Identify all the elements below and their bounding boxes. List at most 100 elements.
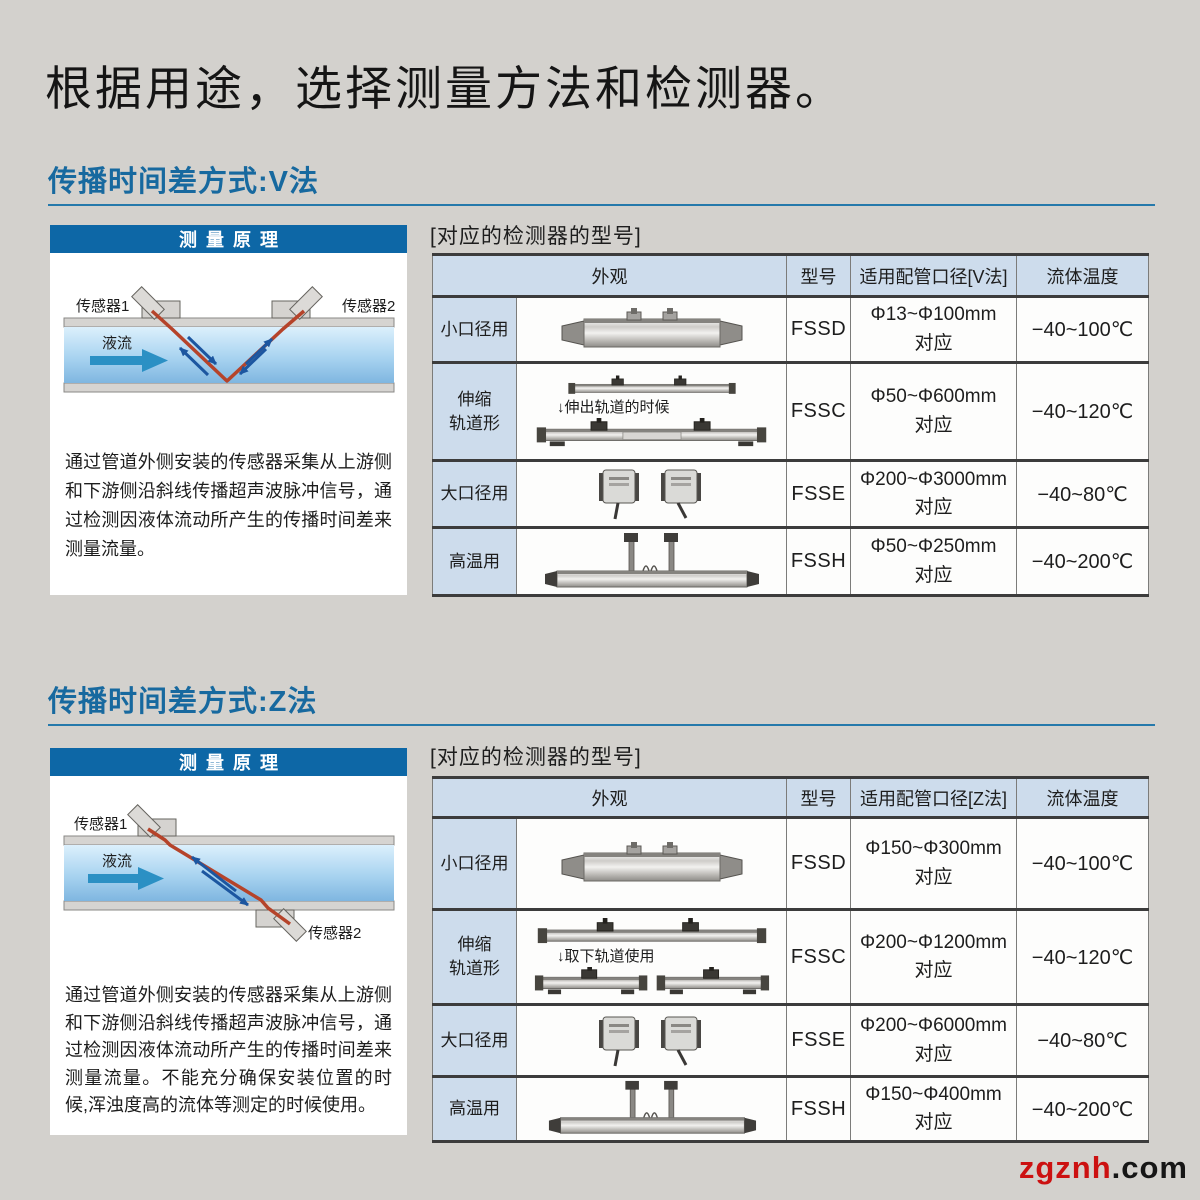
section-heading-z: 传播时间差方式:Z法 [48,686,318,718]
table-header-row: 外观 型号 适用配管口径[Z法] 流体温度 [432,776,1149,819]
principle-diagram-v: 传感器1 传感器2 液流 [63,286,395,393]
signal-arrows [191,855,249,907]
flow-arrow-icon [88,867,164,890]
watermark-red-text: zgznh [1018,1150,1112,1185]
model-cell: FSSD [786,295,851,364]
principle-description: 通过管道外侧安装的传感器采集从上游侧和下游侧沿斜线传播超声波脉冲信号，通过检测因… [65,452,392,559]
measurement-principle-panel-v: 测量原理 [50,225,407,595]
category-cell: 大口径用 [432,1003,517,1078]
fssc-rail-image [527,918,777,944]
detector-table-title-z: [对应的检测器的型号] [430,746,642,769]
flow-label: 液流 [102,853,132,870]
sensor1-icon [127,804,177,838]
detector-table-z: 外观 型号 适用配管口径[Z法] 流体温度 小口径用 FSSD Φ150~Φ30… [432,776,1149,1143]
diameter-cell: Φ13~Φ100mm 对应 [850,295,1017,364]
principle-description: 通过管道外侧安装的传感器采集从上游侧和下游侧沿斜线传播超声波脉冲信号，通过检测因… [65,985,392,1115]
appearance-cell [516,1003,787,1078]
fssd-detector-image [552,842,752,886]
model-cell: FSSC [786,908,851,1006]
temperature-cell: −40~200℃ [1016,526,1149,597]
appearance-cell: ↓伸出轨道的时候 [516,361,787,462]
fssc-rail-removed-image [527,967,777,997]
sensor1-label: 传感器1 [74,816,127,833]
page-title: 根据用途，选择测量方法和检测器。 [45,64,845,116]
diameter-cell: Φ50~Φ600mm 对应 [850,361,1017,462]
appearance-cell [516,459,787,529]
heading-rule-v [48,204,1155,206]
signal-arrows [178,335,274,377]
model-cell: FSSE [786,459,851,529]
ultrasonic-path [150,309,306,383]
table-row: 高温用 FSSH Φ50~Φ250mm 对应 −40~200℃ [432,526,1149,597]
temperature-cell: −40~100℃ [1016,295,1149,364]
column-header-model: 型号 [786,253,851,298]
watermark: zgznh.com [1019,1150,1188,1186]
temperature-cell: −40~80℃ [1016,459,1149,529]
temperature-cell: −40~120℃ [1016,908,1149,1006]
section-heading-v: 传播时间差方式:V法 [48,166,320,198]
column-header-diameter: 适用配管口径[Z法] [850,776,1017,819]
column-header-diameter: 适用配管口径[V法] [850,253,1017,298]
fssc-rail-extended-image [529,418,774,448]
pipe [63,835,395,911]
fssh-detector-image [543,1079,761,1139]
appearance-cell [516,295,787,364]
rail-annotation: ↓取下轨道使用 [557,947,655,965]
table-row: 伸缩 轨道形 ↓伸出轨道的时候 FSSC Φ50~Φ600mm 对应 −40~1… [432,361,1149,462]
column-header-appearance: 外观 [432,776,787,819]
temperature-cell: −40~80℃ [1016,1003,1149,1078]
sensor1-label: 传感器1 [76,298,129,315]
diameter-cell: Φ200~Φ6000mm 对应 [850,1003,1017,1078]
diameter-cell: Φ200~Φ1200mm 对应 [850,908,1017,1006]
fssd-detector-image [552,308,752,352]
ultrasonic-path [147,827,292,926]
category-cell: 大口径用 [432,459,517,529]
fssh-detector-image [539,531,764,593]
watermark-black-text: .com [1111,1150,1188,1185]
model-cell: FSSC [786,361,851,462]
column-header-temperature: 流体温度 [1016,253,1149,298]
column-header-model: 型号 [786,776,851,819]
column-header-appearance: 外观 [432,253,787,298]
table-row: 高温用 FSSH Φ150~Φ400mm 对应 −40~200℃ [432,1075,1149,1143]
panel-title-bar: 测量原理 [50,225,407,253]
flow-label: 液流 [102,335,132,352]
category-cell: 小口径用 [432,816,517,911]
table-row: 小口径用 FSSD Φ13~Φ100mm 对应 −40~100℃ [432,295,1149,364]
column-header-temperature: 流体温度 [1016,776,1149,819]
category-cell: 伸缩 轨道形 [432,908,517,1006]
appearance-cell: ↓取下轨道使用 [516,908,787,1006]
category-cell: 伸缩 轨道形 [432,361,517,462]
category-cell: 高温用 [432,1075,517,1143]
heading-rule-z [48,724,1155,726]
rail-annotation: ↓伸出轨道的时候 [557,399,670,416]
table-row: 大口径用 FSSE Φ200~Φ6000mm 对应 −40~80℃ [432,1003,1149,1078]
model-cell: FSSE [786,1003,851,1078]
table-row: 小口径用 FSSD Φ150~Φ300mm 对应 −40~100℃ [432,816,1149,911]
flow-arrow-icon [90,349,168,372]
detector-table-title-v: [对应的检测器的型号] [430,225,642,248]
measurement-principle-panel-z: 测量原理 传感器1 [50,748,407,1135]
pipe [63,317,395,393]
diameter-cell: Φ50~Φ250mm 对应 [850,526,1017,597]
diameter-cell: Φ150~Φ400mm 对应 [850,1075,1017,1143]
fssc-rail-retracted-image [567,375,737,395]
table-header-row: 外观 型号 适用配管口径[V法] 流体温度 [432,253,1149,298]
sensor2-icon [271,286,323,320]
detector-table-v: 外观 型号 适用配管口径[V法] 流体温度 小口径用 FSSD Φ13~Φ100… [432,253,1149,597]
temperature-cell: −40~200℃ [1016,1075,1149,1143]
table-row: 大口径用 FSSE Φ200~Φ3000mm 对应 −40~80℃ [432,459,1149,529]
appearance-cell [516,526,787,597]
model-cell: FSSD [786,816,851,911]
category-cell: 高温用 [432,526,517,597]
category-cell: 小口径用 [432,295,517,364]
appearance-cell [516,1075,787,1143]
fsse-detector-image [582,1012,722,1070]
sensor2-label: 传感器2 [308,925,361,942]
sensor1-icon [131,286,181,320]
temperature-cell: −40~120℃ [1016,361,1149,462]
diameter-cell: Φ200~Φ3000mm 对应 [850,459,1017,529]
panel-title-bar: 测量原理 [50,748,407,776]
fsse-detector-image [582,465,722,523]
principle-diagram-z: 传感器1 传感器2 液流 [63,804,395,942]
